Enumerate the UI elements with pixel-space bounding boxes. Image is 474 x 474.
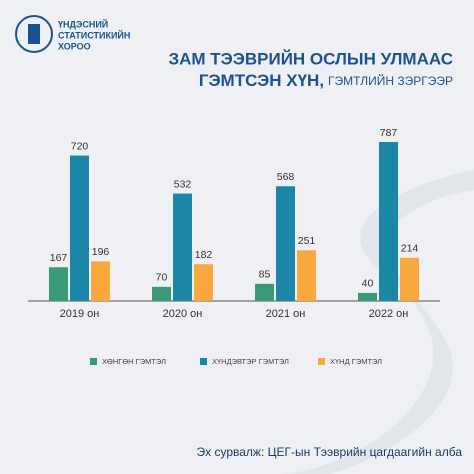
data-label: 720 xyxy=(71,140,89,152)
data-label: 568 xyxy=(277,171,295,183)
chart-title: ЗАМ ТЭЭВРИЙН ОСЛЫН УЛМААС xyxy=(168,49,453,68)
chart-title: ГЭМТСЭН ХҮН, xyxy=(199,71,324,90)
data-label: 40 xyxy=(362,278,374,290)
data-label: 532 xyxy=(174,178,192,190)
bar xyxy=(297,250,316,301)
bar xyxy=(152,286,171,301)
legend-swatch xyxy=(200,358,207,365)
bar xyxy=(49,267,68,301)
bar xyxy=(91,261,110,301)
x-tick-label: 2020 он xyxy=(163,308,203,320)
logo-text: ХОРОО xyxy=(58,41,91,51)
legend-swatch xyxy=(90,358,97,365)
legend-label: ХӨНГӨН ГЭМТЭЛ xyxy=(102,357,166,366)
data-label: 196 xyxy=(92,246,110,258)
x-tick-label: 2022 он xyxy=(369,308,409,320)
bar xyxy=(276,186,295,301)
data-label: 85 xyxy=(259,269,271,281)
bar xyxy=(255,283,274,301)
road-decoration xyxy=(280,170,474,474)
data-label: 251 xyxy=(298,235,316,247)
source: Эх сурвалж: ЦЕГ-ын Тээврийн цагдаагийн а… xyxy=(197,445,463,459)
legend-label: ХҮНД ГЭМТЭЛ xyxy=(330,357,382,366)
logo-ring xyxy=(15,15,53,53)
chart-subtitle: ГЭМТЛИЙН ЗЭРГЭЭР xyxy=(328,73,453,88)
data-label: 787 xyxy=(380,127,398,139)
logo-text: ҮНДЭСНИЙ xyxy=(58,18,108,29)
data-label: 182 xyxy=(195,249,213,261)
x-tick-label: 2019 он xyxy=(60,308,100,320)
logo-text: СТАТИСТИКИЙН xyxy=(58,29,130,40)
logo xyxy=(15,15,53,53)
x-tick-label: 2021 он xyxy=(266,308,306,320)
bar xyxy=(358,292,377,301)
logo-symbol xyxy=(28,24,40,44)
bar xyxy=(194,264,213,301)
data-label: 167 xyxy=(50,252,68,264)
legend-label: ХҮНДЭВТЭР ГЭМТЭЛ xyxy=(212,357,289,366)
legend-swatch xyxy=(318,358,325,365)
data-label: 214 xyxy=(401,243,419,255)
data-label: 70 xyxy=(156,272,168,284)
bar xyxy=(379,142,398,301)
bar xyxy=(70,155,89,301)
bar xyxy=(400,257,419,301)
chart-title-line: ГЭМТСЭН ХҮН, ГЭМТЛИЙН ЗЭРГЭЭР xyxy=(199,71,453,90)
bar xyxy=(173,193,192,301)
